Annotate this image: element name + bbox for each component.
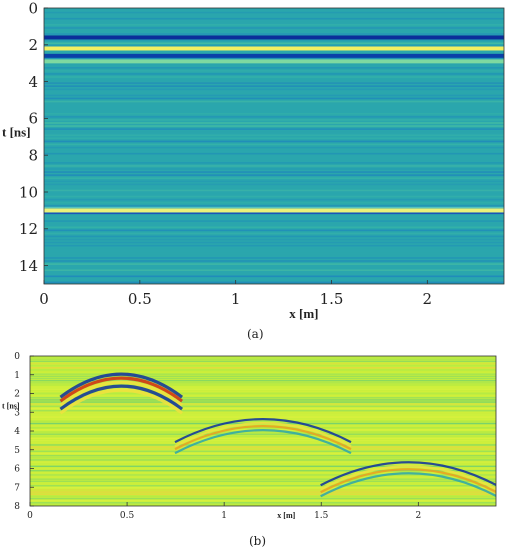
hyperbola-arc <box>59 376 184 403</box>
chart-b-svg: 0 0.5 1 1.5 2 0 1 2 3 4 5 6 7 8 x [m] t [ns] <box>2 352 497 521</box>
y-tick-label: 6 <box>28 110 38 128</box>
reflection-band <box>44 59 504 64</box>
y-tick-label: 4 <box>28 73 38 91</box>
hyperbola-arc <box>320 468 496 494</box>
reflection-band <box>44 46 504 51</box>
reflection-band <box>44 208 504 213</box>
hyperbola-arc <box>174 422 352 448</box>
y-tick-label: 8 <box>14 502 20 512</box>
data-layer <box>44 8 504 284</box>
x-tick-label: 1 <box>231 290 241 308</box>
reflection-band <box>44 53 504 58</box>
hyperbola-arc <box>320 472 496 498</box>
y-tick-label: 2 <box>14 390 20 400</box>
hyperbola-arc <box>174 418 352 444</box>
hyperbola-arc <box>59 372 184 399</box>
y-tick-label: 14 <box>19 257 38 275</box>
chart-a-svg: 0 0.5 1 1.5 2 0 2 4 6 8 10 12 14 x [m] t [ns] <box>2 0 505 321</box>
y-tick-label: 4 <box>14 427 20 437</box>
y-tick-label: 1 <box>14 371 20 381</box>
x-tick-label: 1.5 <box>320 290 344 308</box>
hyperbola-arc <box>320 461 496 487</box>
x-tick-label: 1 <box>221 511 227 521</box>
hyperbola-arc <box>174 429 352 455</box>
y-tick-label: 8 <box>28 146 38 164</box>
hyperbola-arc <box>59 384 184 411</box>
y-tick-label: 5 <box>14 446 20 456</box>
x-tick-label: 2 <box>423 290 433 308</box>
x-tick-label: 0 <box>39 290 49 308</box>
x-tick-label: 0.5 <box>120 511 135 521</box>
data-layer <box>30 356 496 506</box>
hyperbola-arc <box>59 388 184 415</box>
y-tick-label: 2 <box>28 36 38 54</box>
plot-frame <box>43 7 505 285</box>
x-tick-label: 1.5 <box>314 511 329 521</box>
caption-a: (a) <box>247 327 264 341</box>
y-axis-label: t [ns] <box>2 124 31 139</box>
reflection-band <box>44 35 504 40</box>
chart-a: 0 0.5 1 1.5 2 0 2 4 6 8 10 12 14 x [m] t [ns] (a) <box>2 0 505 341</box>
caption-b: (b) <box>249 534 267 548</box>
x-axis-label: x [m] <box>289 306 318 321</box>
hyperbola-arc <box>320 465 496 491</box>
y-tick-label: 12 <box>19 220 38 238</box>
y-axis-label: t [ns] <box>2 402 20 411</box>
y-tick-label: 7 <box>14 483 20 493</box>
x-tick-label: 0.5 <box>128 290 152 308</box>
x-axis-label: x [m] <box>277 511 295 520</box>
x-tick-label: 0 <box>27 511 33 521</box>
y-tick-label: 10 <box>19 183 38 201</box>
hyperbola-arc <box>174 425 352 451</box>
y-tick-label: 3 <box>14 408 20 418</box>
x-tick-label: 2 <box>415 511 421 521</box>
y-tick-label: 0 <box>14 352 20 362</box>
y-tick-label: 0 <box>28 0 38 17</box>
hyperbola-arc <box>59 380 184 407</box>
y-tick-label: 6 <box>14 465 20 475</box>
chart-b: 0 0.5 1 1.5 2 0 1 2 3 4 5 6 7 8 x [m] t [ns] (b) <box>0 348 514 550</box>
